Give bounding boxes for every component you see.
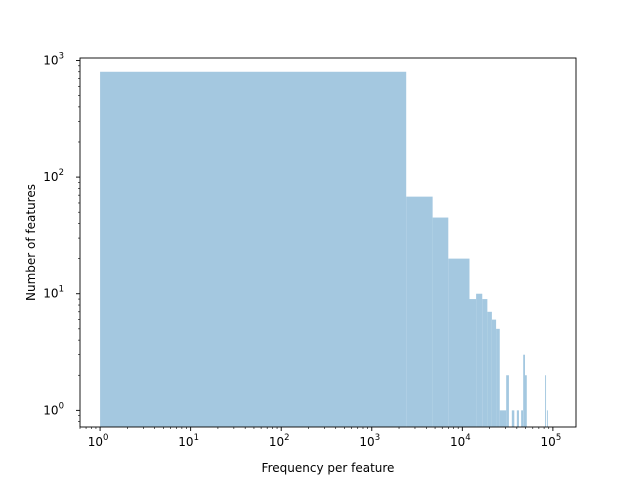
histogram-bar [448,258,470,427]
histogram-bar [516,410,519,427]
histogram-bar [511,410,515,427]
histogram-bar [545,375,547,427]
histogram-bar [469,299,477,427]
histogram-bar [100,71,407,428]
bars-group [100,71,548,428]
histogram-bar [521,410,524,427]
histogram-bar [406,196,433,427]
histogram-bar [546,410,548,427]
y-axis-label: Number of features [24,184,38,301]
histogram-bar [491,319,497,427]
histogram-bar [499,410,507,427]
histogram-bar [523,354,525,427]
histogram-bar [432,217,449,427]
histogram-bar [496,328,500,427]
x-axis-label: Frequency per feature [262,461,395,475]
histogram-bar [476,293,483,427]
histogram-bar [487,311,492,427]
histogram-bar [524,375,527,427]
histogram-bar [482,299,488,427]
histogram-bar [506,375,509,427]
plot-frame [79,57,577,428]
